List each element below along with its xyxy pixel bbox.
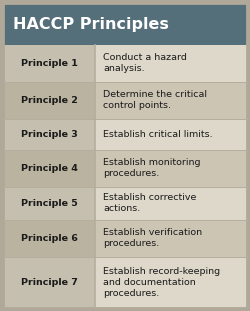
- Bar: [3, 187, 247, 220]
- Bar: [3, 220, 247, 257]
- Text: Principle 5: Principle 5: [20, 199, 78, 208]
- Text: Establish critical limits.: Establish critical limits.: [103, 130, 212, 139]
- Bar: [3, 82, 95, 118]
- Bar: [3, 45, 95, 82]
- Text: Establish record-keeping
and documentation
procedures.: Establish record-keeping and documentati…: [103, 267, 220, 298]
- Text: Determine the critical
control points.: Determine the critical control points.: [103, 90, 207, 110]
- Bar: [3, 187, 95, 220]
- Text: Principle 3: Principle 3: [20, 130, 78, 139]
- Bar: [3, 82, 247, 118]
- Bar: [3, 45, 247, 82]
- Bar: [3, 257, 247, 308]
- Text: HACCP Principles: HACCP Principles: [13, 16, 169, 31]
- Bar: [3, 3, 247, 45]
- Text: Principle 6: Principle 6: [20, 234, 78, 243]
- Text: Establish verification
procedures.: Establish verification procedures.: [103, 228, 202, 248]
- Text: Principle 1: Principle 1: [20, 59, 78, 68]
- Bar: [3, 150, 95, 187]
- Text: Conduct a hazard
analysis.: Conduct a hazard analysis.: [103, 53, 187, 73]
- Bar: [3, 118, 247, 150]
- Text: Principle 4: Principle 4: [20, 164, 78, 173]
- Text: Principle 2: Principle 2: [20, 96, 78, 105]
- Text: Establish monitoring
procedures.: Establish monitoring procedures.: [103, 158, 200, 179]
- Bar: [3, 220, 95, 257]
- Bar: [3, 118, 95, 150]
- Bar: [3, 257, 95, 308]
- Bar: [3, 150, 247, 187]
- Text: Establish corrective
actions.: Establish corrective actions.: [103, 193, 196, 213]
- Text: Principle 7: Principle 7: [20, 278, 78, 287]
